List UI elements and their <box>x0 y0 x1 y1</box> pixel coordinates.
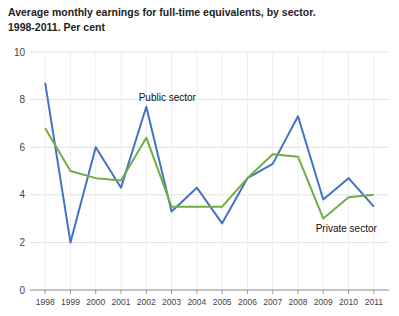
y-tick-label: 2 <box>19 237 25 248</box>
y-tick-label: 6 <box>19 142 25 153</box>
title: Average monthly earnings for full-time e… <box>8 6 316 18</box>
x-tick-label: 2003 <box>162 297 181 307</box>
x-tick-label: 2001 <box>112 297 131 307</box>
annotation: Private sector <box>316 223 378 234</box>
x-tick-label: 2005 <box>213 297 232 307</box>
x-grid-line <box>196 52 197 290</box>
x-grid-line <box>121 52 122 290</box>
x-tick <box>297 290 298 294</box>
annotation: Public sector <box>139 92 197 103</box>
x-tick-label: 2010 <box>339 297 358 307</box>
x-grid-line <box>297 52 298 290</box>
x-tick <box>222 290 223 294</box>
x-tick <box>121 290 122 294</box>
y-grid-line <box>30 290 389 291</box>
x-tick <box>70 290 71 294</box>
x-grid-line <box>95 52 96 290</box>
x-tick <box>247 290 248 294</box>
y-grid-line <box>30 52 389 53</box>
x-tick-label: 2009 <box>314 297 333 307</box>
x-grid-line <box>247 52 248 290</box>
x-grid-line <box>146 52 147 290</box>
x-tick-label: 2000 <box>86 297 105 307</box>
lines <box>45 83 374 242</box>
x-tick-label: 2006 <box>238 297 257 307</box>
y-grid-line <box>30 242 389 243</box>
y-tick-label: 4 <box>19 189 25 200</box>
subtitle: 1998-2011. Per cent <box>8 21 105 33</box>
grid <box>30 52 389 290</box>
y-tick-label: 8 <box>19 94 25 105</box>
x-tick-label: 1998 <box>36 297 55 307</box>
y-tick-label: 10 <box>14 47 26 58</box>
x-tick-label: 1999 <box>61 297 80 307</box>
y-grid-line <box>30 99 389 100</box>
x-grid-line <box>323 52 324 290</box>
x-tick <box>323 290 324 294</box>
x-tick-label: 2002 <box>137 297 156 307</box>
x-tick <box>146 290 147 294</box>
x-tick <box>373 290 374 294</box>
series-line <box>45 83 374 242</box>
x-tick <box>171 290 172 294</box>
x-grid-line <box>348 52 349 290</box>
x-tick-label: 2011 <box>365 297 384 307</box>
x-tick-label: 2008 <box>289 297 308 307</box>
x-tick-label: 2007 <box>263 297 282 307</box>
x-grid-line <box>222 52 223 290</box>
x-tick <box>45 290 46 294</box>
x-tick <box>272 290 273 294</box>
chart: Average monthly earnings for full-time e… <box>0 0 399 316</box>
x-tick <box>95 290 96 294</box>
series-line <box>45 128 374 218</box>
x-grid-line <box>171 52 172 290</box>
x-tick <box>348 290 349 294</box>
x-grid-line <box>272 52 273 290</box>
y-tick-label: 0 <box>19 285 25 296</box>
page: {"chart_data": {"type": "line", "title":… <box>0 0 399 316</box>
x-axis-line <box>30 290 389 291</box>
x-grid-line <box>373 52 374 290</box>
x-tick-label: 2004 <box>187 297 206 307</box>
y-grid-line <box>30 147 389 148</box>
x-tick <box>196 290 197 294</box>
